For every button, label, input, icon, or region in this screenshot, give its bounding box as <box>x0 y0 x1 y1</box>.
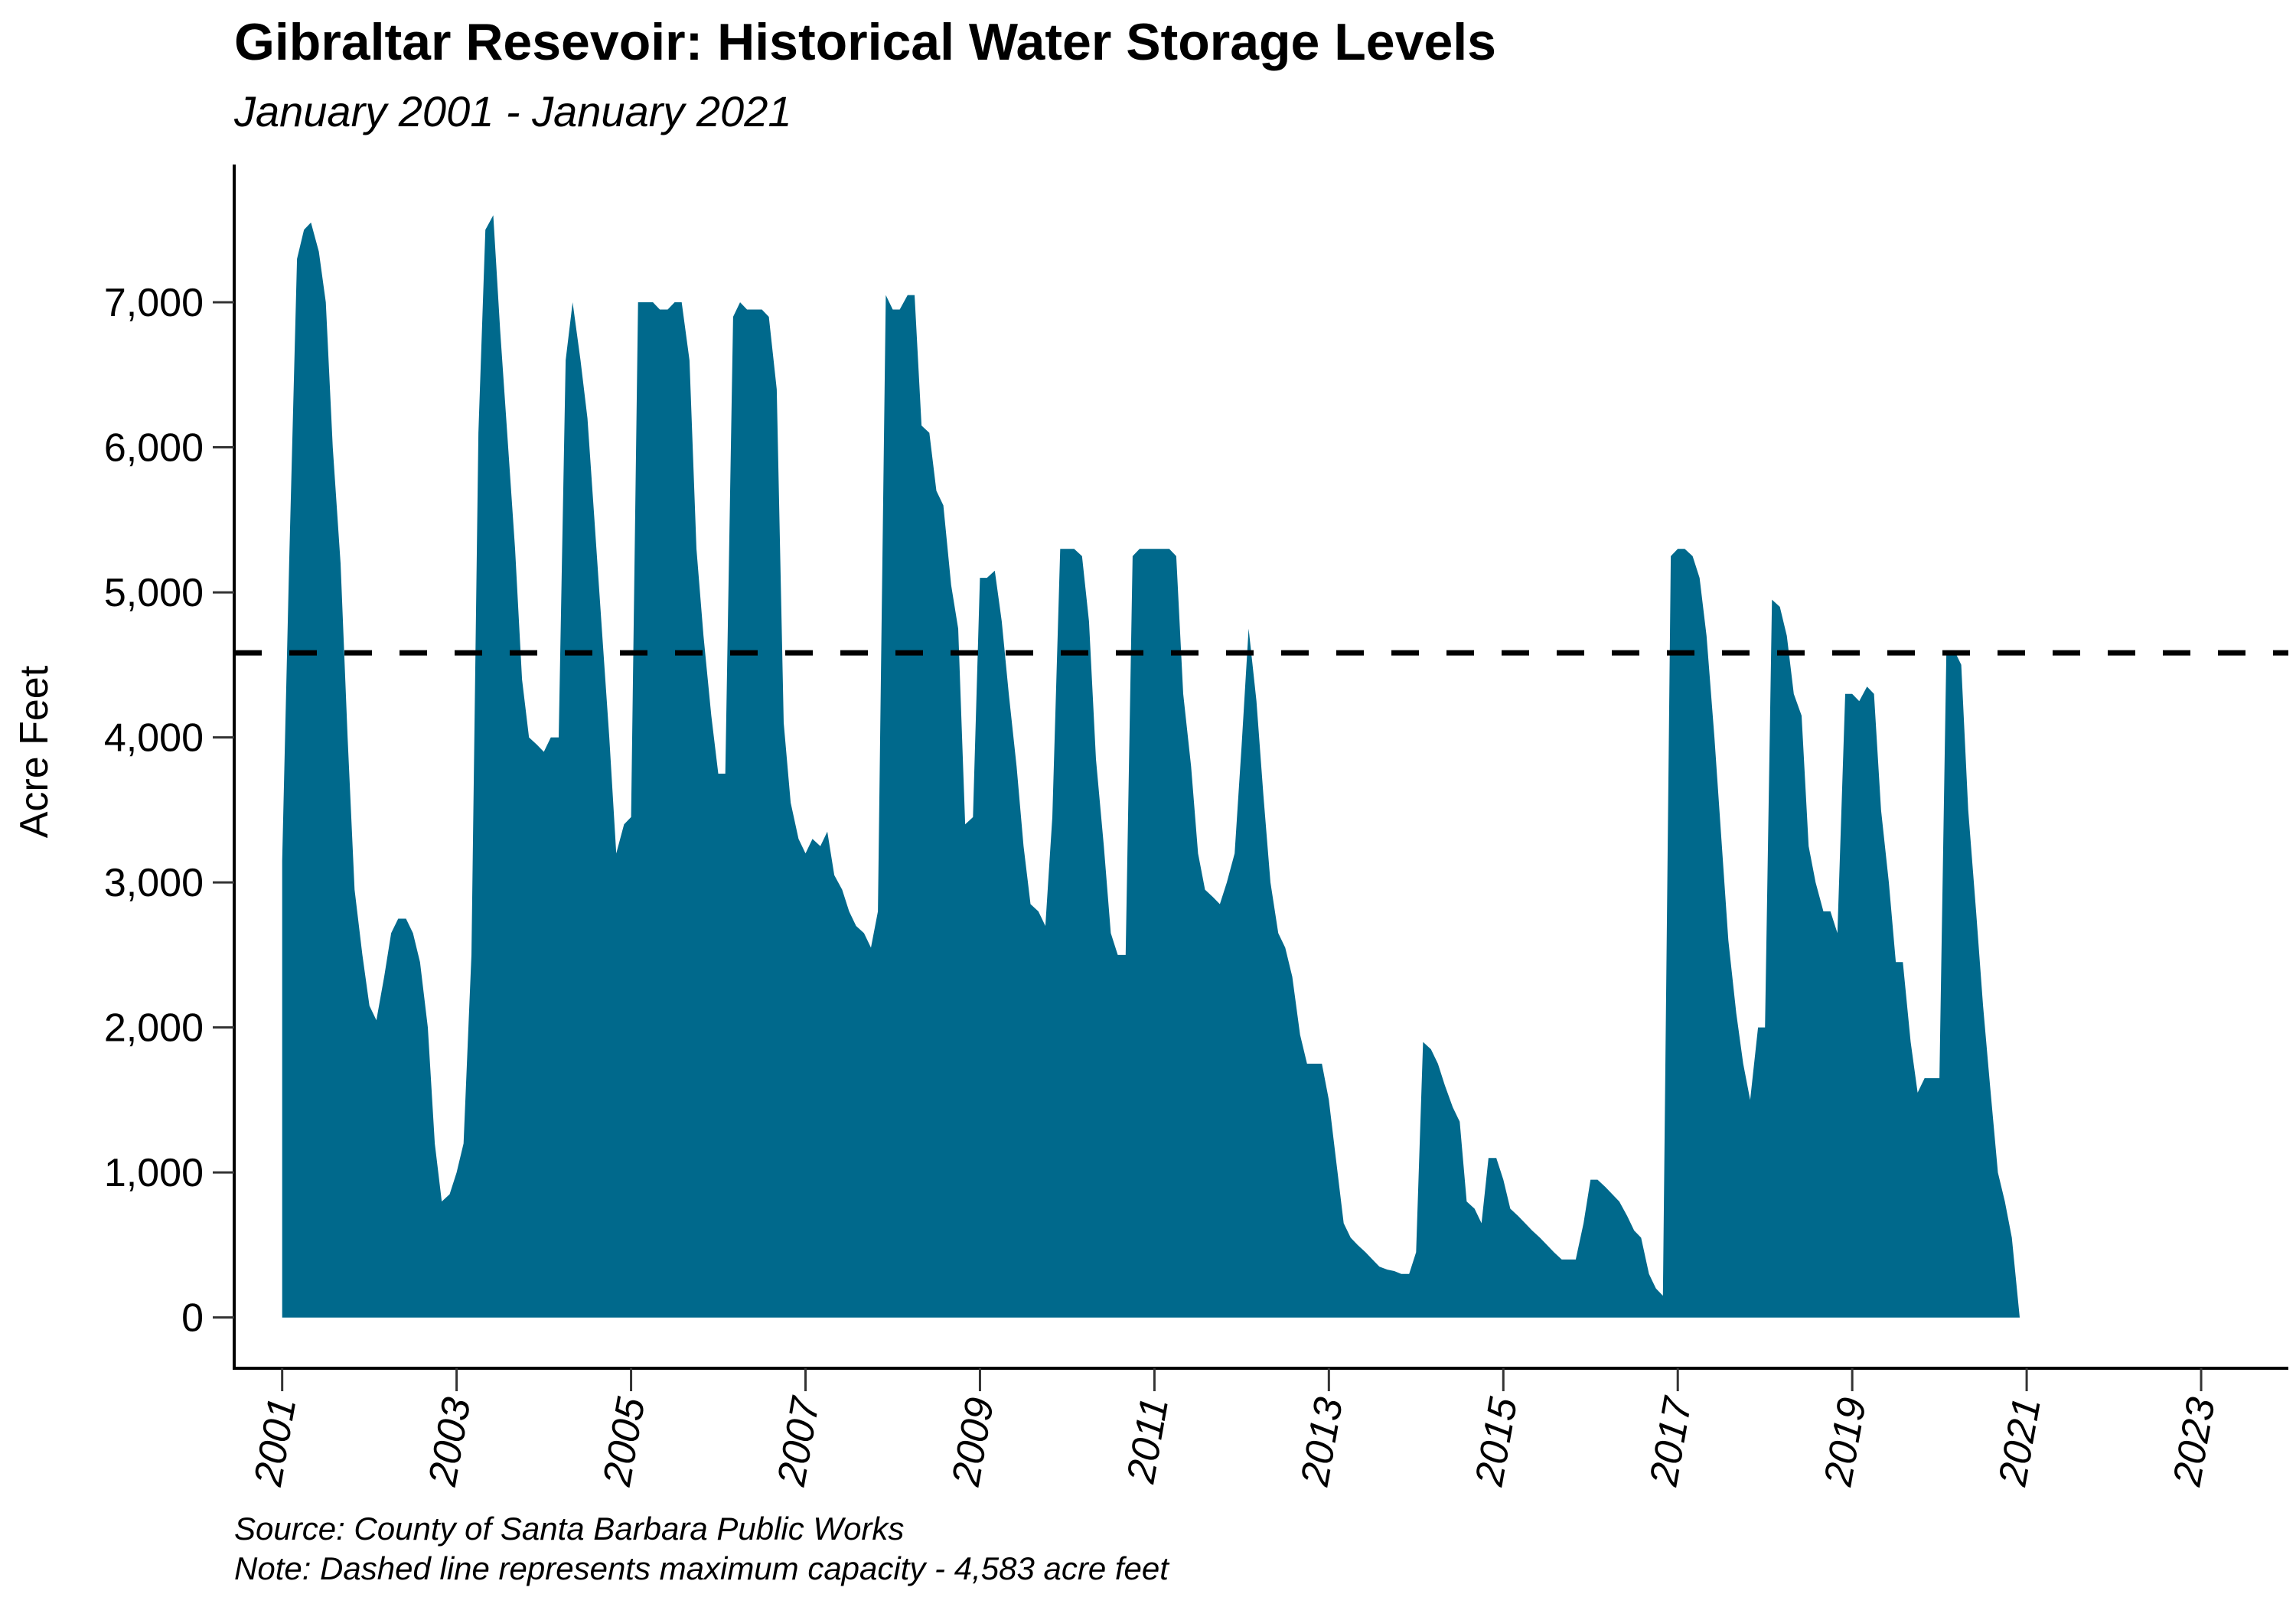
y-tick-label: 7,000 <box>104 281 204 325</box>
storage-area-series <box>282 215 2027 1318</box>
capacity-note: Note: Dashed line represents maximum cap… <box>234 1550 1170 1586</box>
x-tick-label: 2007 <box>769 1393 829 1490</box>
x-tick-label: 2019 <box>1816 1394 1875 1490</box>
x-tick-label: 2003 <box>420 1394 479 1490</box>
y-tick-label: 1,000 <box>104 1151 204 1195</box>
x-tick-label: 2001 <box>246 1394 305 1490</box>
y-tick-label: 0 <box>181 1296 204 1341</box>
x-axis-ticks: 2001 2003 2005 2007 2009 2011 2013 2015 2017 2019… <box>246 1368 2224 1490</box>
y-tick-label: 2,000 <box>104 1006 204 1051</box>
y-axis-ticks: 0 1,000 2,000 3,000 4,000 5,000 6,000 7,000 <box>104 281 234 1341</box>
y-tick-label: 4,000 <box>104 716 204 761</box>
x-tick-label: 2023 <box>2164 1394 2223 1490</box>
x-tick-label: 2009 <box>944 1394 1003 1490</box>
chart-subtitle: January 2001 - January 2021 <box>233 87 792 135</box>
x-tick-label: 2011 <box>1118 1394 1177 1487</box>
x-tick-label: 2017 <box>1642 1393 1701 1490</box>
x-tick-label: 2013 <box>1293 1394 1352 1490</box>
x-tick-label: 2015 <box>1467 1393 1527 1490</box>
plot-area <box>234 215 2288 1318</box>
x-tick-label: 2005 <box>595 1393 654 1490</box>
y-tick-label: 3,000 <box>104 861 204 905</box>
chart-title: Gibraltar Resevoir: Historical Water Sto… <box>234 13 1496 71</box>
y-tick-label: 6,000 <box>104 426 204 471</box>
y-axis-label: Acre Feet <box>12 665 57 838</box>
y-tick-label: 5,000 <box>104 571 204 615</box>
source-note: Source: County of Santa Barbara Public W… <box>234 1511 904 1547</box>
x-tick-label: 2021 <box>1991 1394 2050 1490</box>
